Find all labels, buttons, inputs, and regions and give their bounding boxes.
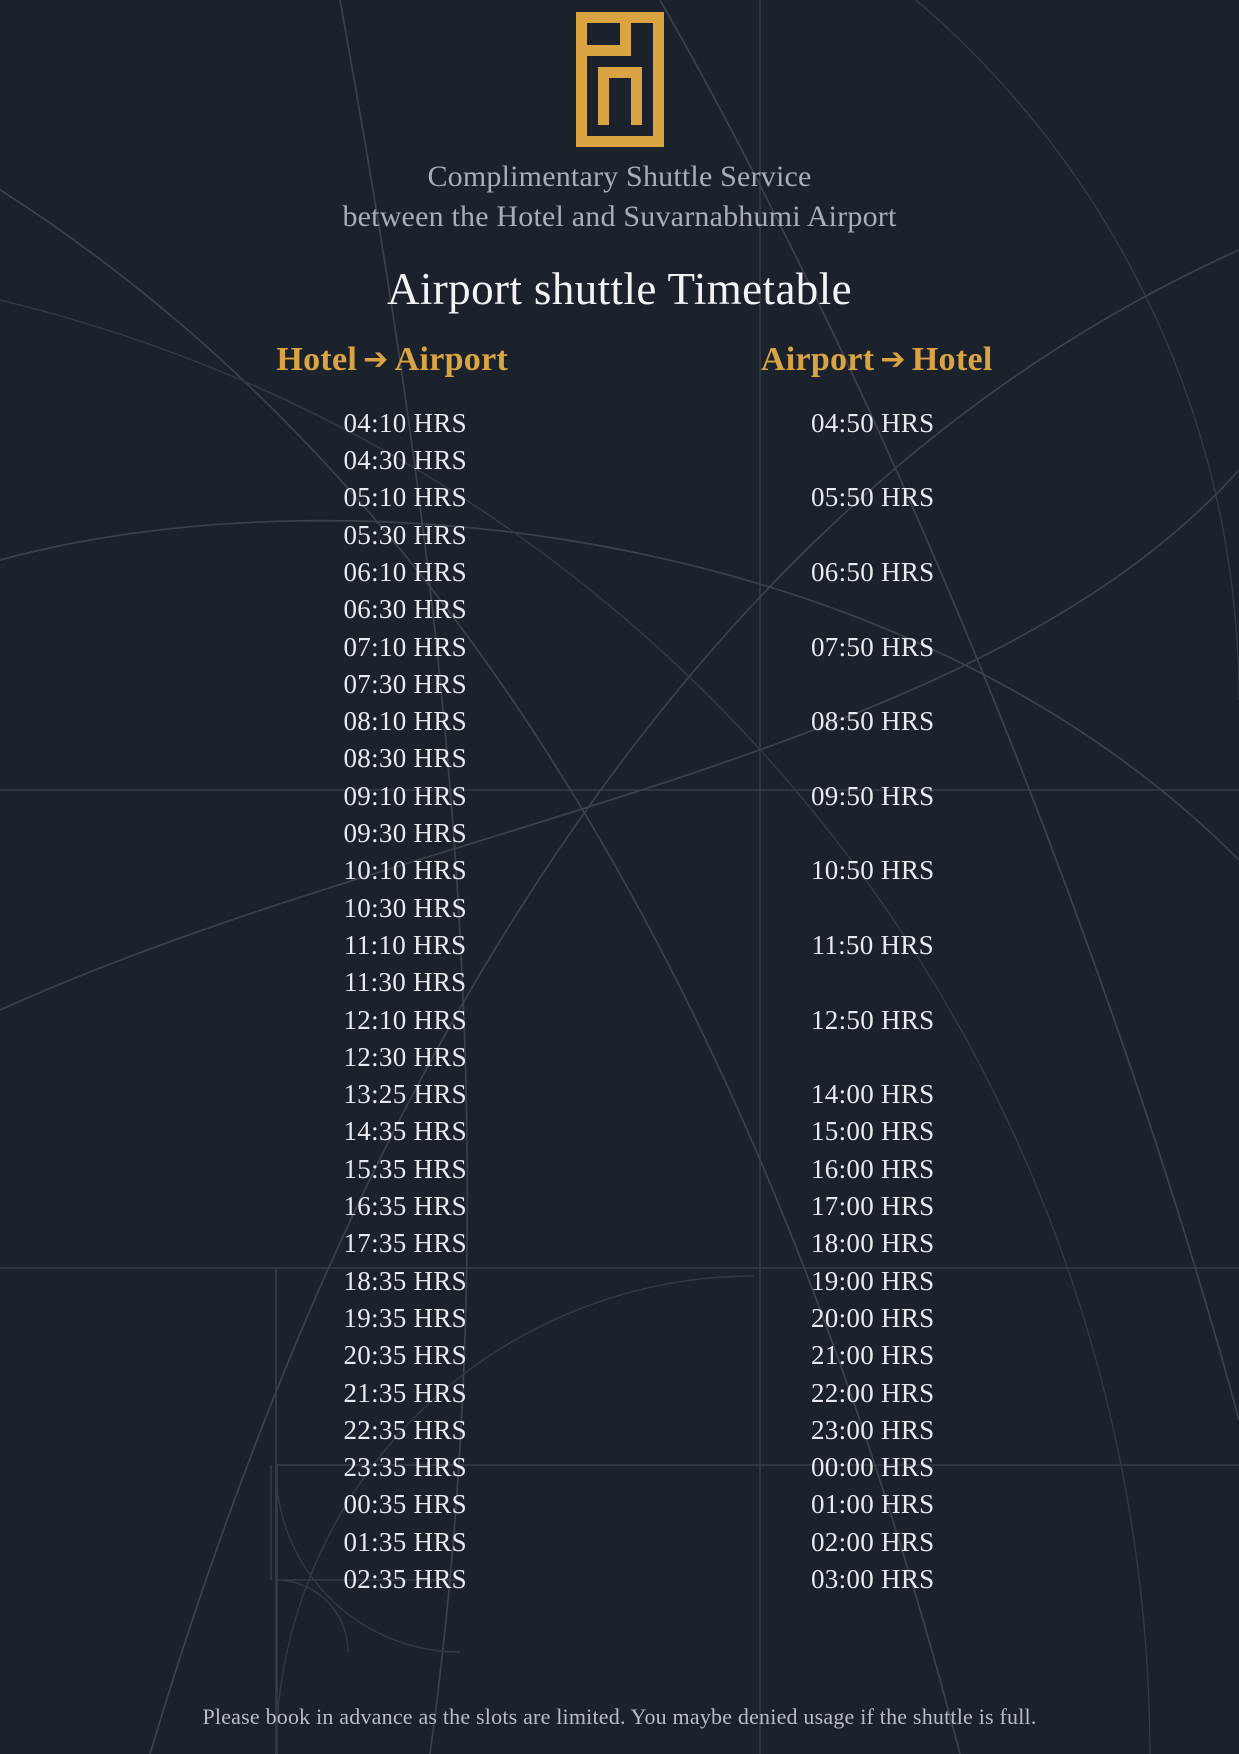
time-item: 19:00 HRS xyxy=(811,1265,935,1296)
time-item: 04:30 HRS xyxy=(343,445,467,476)
time-item: 06:50 HRS xyxy=(811,556,935,587)
time-item: 14:35 HRS xyxy=(343,1116,467,1147)
time-item-empty xyxy=(635,591,1112,628)
time-item: 06:10 HRS xyxy=(343,556,467,587)
time-item-empty xyxy=(635,666,1112,703)
time-item: 07:10 HRS xyxy=(343,631,467,662)
time-item-empty xyxy=(635,517,1112,554)
hotel-monogram-logo xyxy=(575,12,664,147)
time-item: 05:50 HRS xyxy=(811,482,935,513)
time-item: 18:35 HRS xyxy=(343,1265,467,1296)
time-item: 10:50 HRS xyxy=(811,855,935,886)
time-item: 11:30 HRS xyxy=(344,967,467,998)
time-item: 02:35 HRS xyxy=(343,1563,467,1594)
time-item: 13:25 HRS xyxy=(343,1079,467,1110)
origin-label: Airport xyxy=(760,340,875,378)
time-list-airport-to-hotel: 04:50 HRS 05:50 HRS 06:50 HRS 07:50 HRS … xyxy=(635,405,1120,1599)
time-item-empty xyxy=(635,442,1112,479)
time-item: 22:00 HRS xyxy=(811,1377,935,1408)
time-item: 03:00 HRS xyxy=(811,1563,935,1594)
time-item: 15:35 HRS xyxy=(343,1153,467,1184)
origin-label: Hotel xyxy=(276,340,358,378)
time-item: 08:30 HRS xyxy=(343,743,467,774)
time-item: 10:30 HRS xyxy=(343,892,467,923)
time-item: 11:10 HRS xyxy=(344,929,467,960)
time-item: 04:50 HRS xyxy=(811,407,935,438)
subtitle-line-2: between the Hotel and Suvarnabhumi Airpo… xyxy=(342,199,897,233)
time-item-empty xyxy=(635,740,1112,777)
time-item: 12:10 HRS xyxy=(343,1004,467,1035)
page-title: Airport shuttle Timetable xyxy=(387,263,852,314)
footer-note: Please book in advance as the slots are … xyxy=(202,1704,1037,1729)
time-item: 06:30 HRS xyxy=(343,594,467,625)
time-item: 20:35 HRS xyxy=(343,1340,467,1371)
time-item: 07:30 HRS xyxy=(343,668,467,699)
time-item: 23:35 HRS xyxy=(343,1452,467,1483)
logo-container xyxy=(0,0,1239,147)
time-item: 19:35 HRS xyxy=(343,1302,467,1333)
time-item: 23:00 HRS xyxy=(811,1414,935,1445)
time-item: 04:10 HRS xyxy=(343,407,467,438)
time-item: 12:30 HRS xyxy=(343,1041,467,1072)
time-item: 00:00 HRS xyxy=(811,1452,935,1483)
column-airport-to-hotel: Airport ➔ Hotel 04:50 HRS 05:50 HRS 06:50 … xyxy=(635,341,1120,1615)
subtitle: Complimentary Shuttle Service between th… xyxy=(0,157,1239,237)
time-item: 21:00 HRS xyxy=(811,1340,935,1371)
time-item: 09:50 HRS xyxy=(811,780,935,811)
time-item: 11:50 HRS xyxy=(811,929,934,960)
time-item-empty xyxy=(635,964,1112,1001)
time-item: 01:00 HRS xyxy=(811,1489,935,1520)
time-item: 05:30 HRS xyxy=(343,519,467,550)
time-item: 18:00 HRS xyxy=(811,1228,935,1259)
time-item: 08:50 HRS xyxy=(811,706,935,737)
arrow-right-icon: ➔ xyxy=(880,341,906,377)
time-item: 09:10 HRS xyxy=(343,780,467,811)
time-item: 20:00 HRS xyxy=(811,1302,935,1333)
time-item: 02:00 HRS xyxy=(811,1526,935,1557)
time-item: 16:00 HRS xyxy=(811,1153,935,1184)
time-item: 15:00 HRS xyxy=(811,1116,935,1147)
arrow-right-icon: ➔ xyxy=(363,341,389,377)
subtitle-line-1: Complimentary Shuttle Service xyxy=(427,160,812,193)
column-header-hotel-to-airport: Hotel ➔ Airport xyxy=(150,341,635,379)
column-hotel-to-airport: Hotel ➔ Airport 04:10 HRS 04:30 HRS 05:10 … xyxy=(150,341,635,1615)
timetable: Hotel ➔ Airport 04:10 HRS 04:30 HRS 05:10 … xyxy=(0,341,1239,1615)
time-item-empty xyxy=(635,890,1112,927)
column-header-airport-to-hotel: Airport ➔ Hotel xyxy=(635,341,1120,379)
time-item: 22:35 HRS xyxy=(343,1414,467,1445)
time-item: 21:35 HRS xyxy=(343,1377,467,1408)
time-item: 17:35 HRS xyxy=(343,1228,467,1259)
time-item: 00:35 HRS xyxy=(343,1489,467,1520)
time-item: 17:00 HRS xyxy=(811,1191,935,1222)
time-item: 07:50 HRS xyxy=(811,631,935,662)
destination-label: Airport xyxy=(394,340,509,378)
time-item-empty xyxy=(635,815,1112,852)
destination-label: Hotel xyxy=(911,340,993,378)
time-item-empty xyxy=(635,1039,1112,1076)
time-item: 01:35 HRS xyxy=(343,1526,467,1557)
time-item: 09:30 HRS xyxy=(343,818,467,849)
time-item: 12:50 HRS xyxy=(811,1004,935,1035)
time-item: 10:10 HRS xyxy=(343,855,467,886)
time-item: 05:10 HRS xyxy=(343,482,467,513)
time-list-hotel-to-airport: 04:10 HRS 04:30 HRS 05:10 HRS 05:30 HRS … xyxy=(150,405,635,1599)
time-item: 14:00 HRS xyxy=(811,1079,935,1110)
time-item: 16:35 HRS xyxy=(343,1191,467,1222)
time-item: 08:10 HRS xyxy=(343,706,467,737)
